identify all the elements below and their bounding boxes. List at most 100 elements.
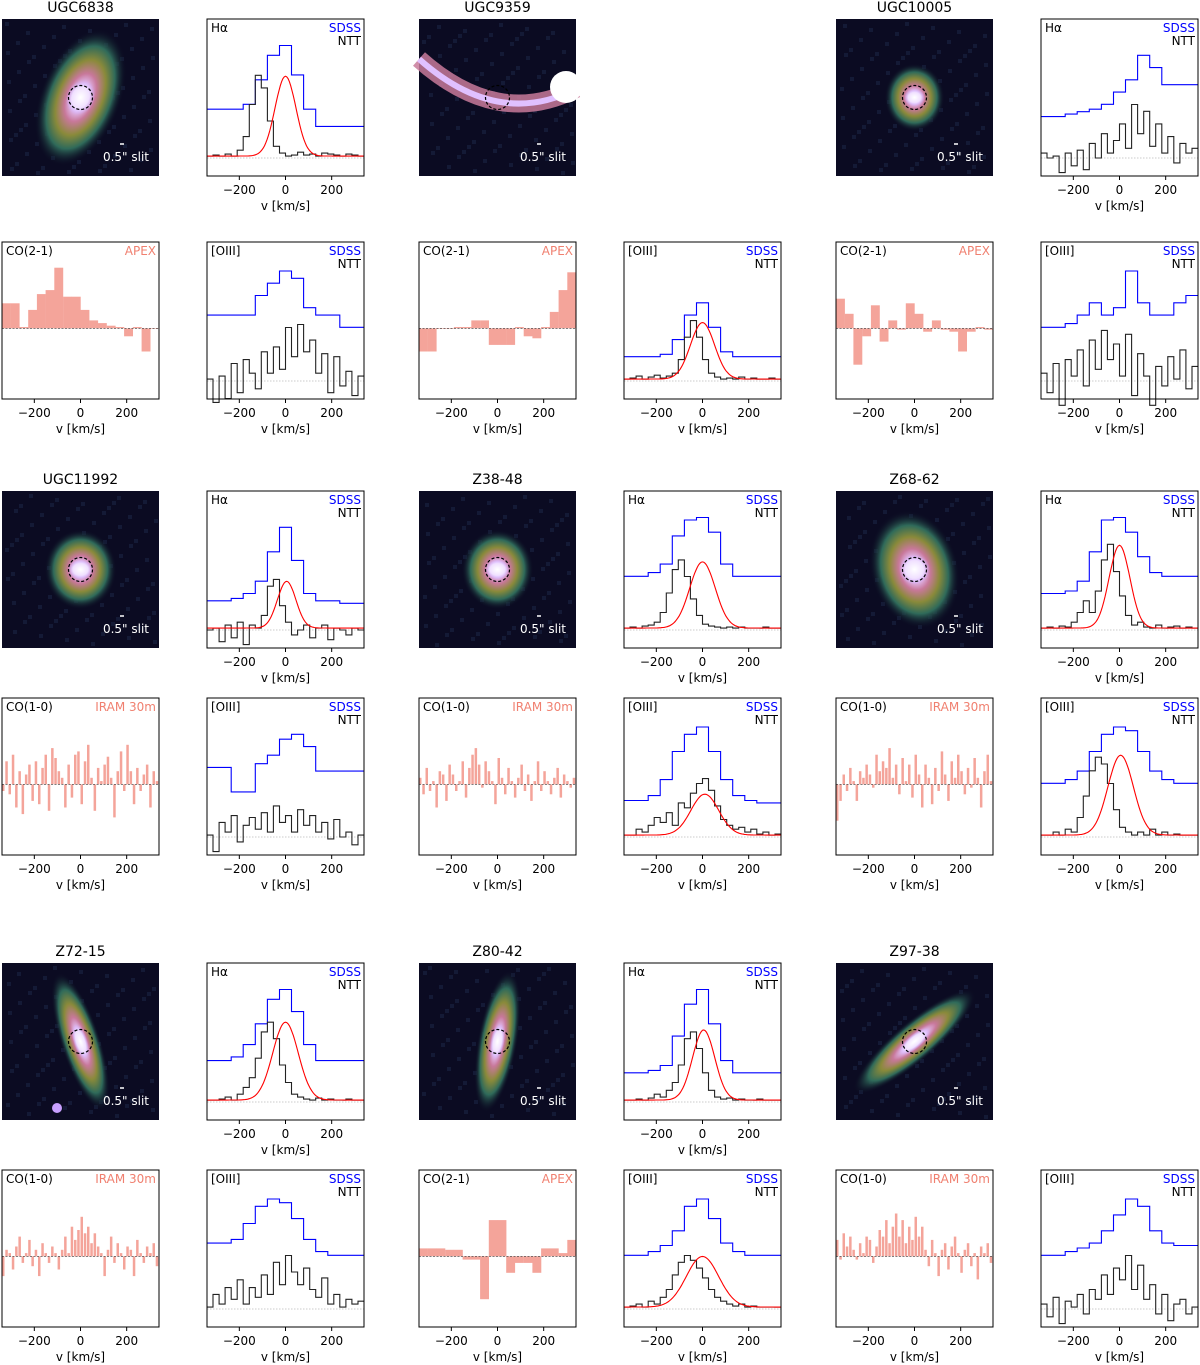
noise-pixel [102,511,106,515]
noise-pixel [951,532,955,536]
foreground-star [52,1103,62,1113]
noise-pixel [535,167,539,171]
co-bar [937,1256,940,1277]
co-bar [11,1256,15,1270]
x-axis-label: v [km/s] [1095,1350,1144,1364]
co-panel: −200 0 200 v [km/s] CO(2-1) APEX [418,1169,577,1364]
noise-pixel [948,69,952,73]
co-bar [152,1243,155,1257]
noise-pixel [560,1044,564,1048]
noise-pixel [76,507,80,511]
noise-pixel [567,571,571,575]
x-tick-label: 200 [115,1334,138,1348]
line-label: Hα [211,21,228,35]
noise-pixel [983,1086,987,1090]
ntt-label: NTT [338,978,362,992]
co-bar [497,328,507,345]
noise-pixel [868,149,872,153]
noise-pixel [852,135,856,139]
plot-background [207,242,364,399]
co-bar [914,313,924,329]
ntt-label: NTT [338,1185,362,1199]
co-bar [113,1256,116,1263]
aperture-circle [67,1028,94,1055]
x-tick-label: 0 [282,1334,290,1348]
noise-pixel [141,968,145,972]
ntt-label: NTT [1172,34,1196,48]
co-bar [136,767,139,785]
aperture-circle [901,1028,928,1055]
noise-pixel [921,1088,925,1092]
galaxy-name: Z97-38 [889,944,939,960]
noise-pixel [938,981,942,985]
noise-pixel [41,542,45,546]
noise-pixel [423,971,427,975]
co-bar [908,764,911,785]
noise-pixel [553,991,557,995]
co-bar [917,1236,921,1257]
aperture-circle [484,556,511,583]
co-bar [44,1253,47,1257]
co-bar [80,784,83,805]
noise-pixel [988,555,992,559]
noise-pixel [965,1014,969,1018]
noise-pixel [141,66,145,70]
sdss-label: SDSS [329,700,361,714]
noise-pixel [937,50,941,54]
x-tick-label: −200 [640,655,673,669]
co-bar [533,781,536,785]
noise-pixel [429,93,433,97]
co-bar [10,303,20,329]
noise-pixel [124,1075,128,1079]
x-tick-label: 200 [737,406,760,420]
co-bar [54,267,64,329]
noise-pixel [983,34,987,38]
noise-pixel [23,620,27,624]
co-bar [481,784,484,788]
noise-pixel [117,496,121,500]
co-bar [858,771,862,785]
noise-pixel [112,501,116,505]
x-tick-label: −200 [1057,1334,1090,1348]
noise-pixel [905,1074,909,1078]
noise-pixel [506,76,510,80]
noise-pixel [848,545,852,549]
noise-pixel [64,609,68,613]
noise-pixel [425,503,429,507]
co-bar [905,303,915,329]
noise-pixel [964,985,968,989]
co-bar [103,764,106,785]
co-bar [487,771,491,785]
noise-pixel [527,987,531,991]
co-bar [960,771,963,785]
noise-pixel [525,27,529,31]
noise-pixel [541,567,545,571]
co-bar [853,328,863,365]
co-bar [142,1256,146,1263]
co-bar [71,296,81,329]
noise-pixel [861,998,865,1002]
galaxy-image: 0.5" slit [836,963,993,1120]
co-bar [973,1253,976,1257]
noise-pixel [857,130,861,134]
noise-pixel [886,973,890,977]
noise-pixel [114,1085,118,1089]
co-panel: −200 0 200 v [km/s] CO(1-0) IRAM 30m [418,697,577,892]
co-bar [914,1216,917,1257]
ntt-spectrum [1041,103,1198,174]
co-bar [872,1256,875,1263]
noise-pixel [434,614,438,618]
noise-pixel [34,1015,38,1019]
co-bar [947,784,950,801]
noise-pixel [430,122,434,126]
ntt-label: NTT [755,1185,779,1199]
co-line-label: CO(2-1) [423,244,470,258]
noise-pixel [569,1005,573,1009]
x-tick-label: 0 [911,406,919,420]
noise-pixel [143,500,147,504]
noise-pixel [982,155,986,159]
noise-pixel [23,94,27,98]
x-tick-label: −200 [223,406,256,420]
x-tick-label: −200 [18,1334,51,1348]
